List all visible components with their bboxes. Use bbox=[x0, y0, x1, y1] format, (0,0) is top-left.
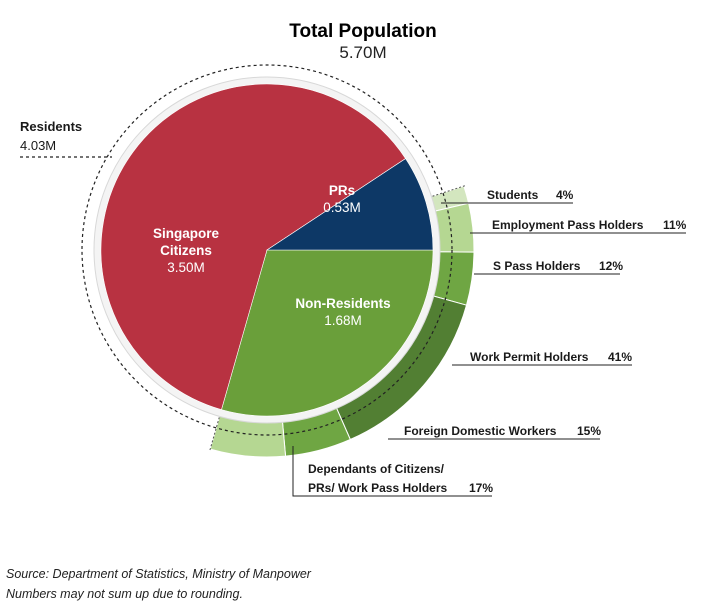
source-footnote: Source: Department of Statistics, Minist… bbox=[6, 567, 311, 581]
breakdown-percent-students: 4% bbox=[556, 188, 574, 202]
chart-title: Total Population bbox=[289, 21, 436, 42]
breakdown-percent-wp: 41% bbox=[608, 350, 632, 364]
rounding-footnote: Numbers may not sum up due to rounding. bbox=[6, 587, 243, 601]
breakdown-percent-dep: 17% bbox=[469, 481, 493, 495]
residents-value: 4.03M bbox=[20, 138, 56, 153]
ring-edge-mark bbox=[209, 409, 222, 452]
population-pie-chart: Total Population 5.70M Singapore Citizens… bbox=[20, 21, 687, 497]
ring-edge-mark bbox=[424, 184, 466, 200]
breakdown-label-dep: PRs/ Work Pass Holders bbox=[308, 481, 447, 495]
slice-value-prs: 0.53M bbox=[323, 200, 361, 215]
breakdown-label-students: Students bbox=[487, 188, 539, 202]
slice-label-nonres: Non-Residents bbox=[295, 296, 390, 311]
breakdown-label-fdw: Foreign Domestic Workers bbox=[404, 424, 557, 438]
pie-slice-citizens bbox=[100, 83, 406, 411]
slice-label-prs: PRs bbox=[329, 183, 355, 198]
slice-value-citizens: 3.50M bbox=[167, 260, 205, 275]
residents-label: Residents bbox=[20, 119, 82, 134]
pie-slice-nonres bbox=[221, 249, 434, 417]
slice-label-citizens: Citizens bbox=[160, 243, 212, 258]
inner-slices-group bbox=[100, 83, 434, 417]
breakdown-label-ep: Employment Pass Holders bbox=[492, 218, 644, 232]
chart-subtitle: 5.70M bbox=[339, 43, 386, 62]
breakdown-percent-fdw: 15% bbox=[577, 424, 601, 438]
residents-dashed-ring bbox=[81, 64, 453, 436]
slice-labels-group: Singapore Citizens 3.50M PRs 0.53M Non-Reside… bbox=[153, 183, 391, 328]
breakdown-label-spass: S Pass Holders bbox=[493, 259, 581, 273]
breakdown-label-dep: Dependants of Citizens/ bbox=[308, 462, 445, 476]
leader-line-dep bbox=[292, 446, 492, 497]
slice-value-nonres: 1.68M bbox=[324, 313, 362, 328]
pie-slice-prs bbox=[266, 158, 434, 251]
breakdown-percent-ep: 11% bbox=[663, 218, 687, 232]
breakdown-labels-group: Students 4% Employment Pass Holders 11% S Pa… bbox=[292, 188, 687, 497]
breakdown-percent-spass: 12% bbox=[599, 259, 623, 273]
breakdown-label-wp: Work Permit Holders bbox=[470, 350, 589, 364]
slice-label-citizens: Singapore bbox=[153, 226, 220, 241]
